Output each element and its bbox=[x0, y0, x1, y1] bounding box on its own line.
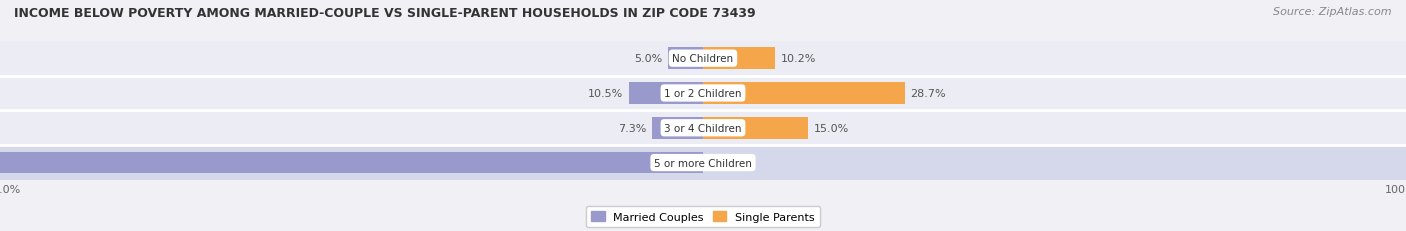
Text: Source: ZipAtlas.com: Source: ZipAtlas.com bbox=[1274, 7, 1392, 17]
FancyBboxPatch shape bbox=[0, 42, 1406, 76]
Text: INCOME BELOW POVERTY AMONG MARRIED-COUPLE VS SINGLE-PARENT HOUSEHOLDS IN ZIP COD: INCOME BELOW POVERTY AMONG MARRIED-COUPL… bbox=[14, 7, 755, 20]
Bar bbox=[703, 83, 905, 104]
Legend: Married Couples, Single Parents: Married Couples, Single Parents bbox=[586, 206, 820, 227]
Bar bbox=[668, 48, 703, 70]
Bar bbox=[703, 118, 808, 139]
Text: 10.5%: 10.5% bbox=[588, 88, 624, 99]
Text: 0.0%: 0.0% bbox=[709, 158, 737, 168]
Bar bbox=[652, 118, 703, 139]
Bar bbox=[703, 48, 775, 70]
Text: 1 or 2 Children: 1 or 2 Children bbox=[664, 88, 742, 99]
FancyBboxPatch shape bbox=[0, 76, 1406, 111]
Text: 28.7%: 28.7% bbox=[911, 88, 946, 99]
Bar bbox=[0, 152, 703, 174]
Text: No Children: No Children bbox=[672, 54, 734, 64]
Text: 5.0%: 5.0% bbox=[634, 54, 662, 64]
Text: 15.0%: 15.0% bbox=[814, 123, 849, 133]
Text: 7.3%: 7.3% bbox=[617, 123, 647, 133]
Text: 3 or 4 Children: 3 or 4 Children bbox=[664, 123, 742, 133]
Text: 5 or more Children: 5 or more Children bbox=[654, 158, 752, 168]
Text: 10.2%: 10.2% bbox=[780, 54, 815, 64]
FancyBboxPatch shape bbox=[0, 111, 1406, 146]
Bar bbox=[630, 83, 703, 104]
FancyBboxPatch shape bbox=[0, 146, 1406, 180]
